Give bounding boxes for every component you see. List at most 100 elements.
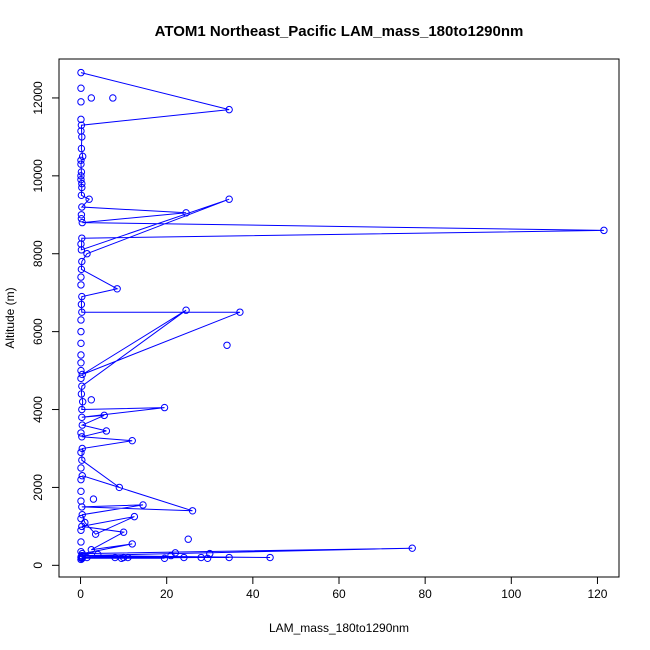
data-point [206, 549, 214, 558]
data-point [77, 464, 85, 472]
data-point [182, 209, 190, 217]
x-tick-label: 40 [246, 587, 260, 601]
data-point [77, 121, 86, 129]
data-point [128, 540, 136, 548]
x-tick-label: 80 [418, 587, 432, 601]
data-point [182, 306, 190, 314]
data-point [236, 308, 244, 316]
data-point [78, 472, 86, 480]
data-point [77, 300, 86, 309]
marker-layer [77, 68, 608, 564]
data-point [117, 554, 126, 563]
y-axis-label: Altitude (m) [3, 287, 17, 348]
data-point [77, 487, 85, 496]
data-point [77, 374, 85, 383]
data-point [188, 507, 197, 515]
data-point [77, 211, 86, 219]
data-point [77, 514, 85, 523]
data-point [78, 308, 86, 316]
y-axis: 0 2000 4000 6000 8000 10000 12000 [31, 81, 60, 569]
data-point [77, 553, 85, 561]
data-point [130, 512, 139, 521]
data-point [78, 433, 86, 441]
data-point [77, 156, 85, 164]
data-point [78, 370, 86, 379]
data-point [83, 250, 91, 258]
data-point [78, 257, 86, 266]
data-point [139, 501, 147, 509]
x-axis-label: LAM_mass_180to1290nm [269, 621, 409, 635]
x-tick-label: 60 [332, 587, 346, 601]
data-point [77, 98, 85, 106]
data-point [77, 327, 85, 336]
x-tick-label: 20 [160, 587, 174, 601]
data-point [77, 176, 85, 184]
data-point [78, 444, 86, 453]
y-tick-label: 8000 [31, 240, 45, 267]
data-point [77, 84, 85, 92]
data-point [167, 551, 175, 560]
data-point [77, 281, 85, 289]
plot-frame [58, 58, 620, 578]
data-point [77, 246, 86, 254]
data-point [77, 265, 86, 274]
series-line [80, 72, 604, 559]
y-tick-label: 2000 [31, 474, 45, 501]
y-tick-label: 6000 [31, 318, 45, 345]
y-tick-label: 0 [31, 562, 45, 569]
data-point [77, 448, 85, 457]
data-point [77, 115, 85, 124]
data-point [77, 127, 85, 135]
data-point [77, 214, 86, 223]
data-point [77, 339, 85, 348]
data-point [78, 183, 86, 192]
data-point [78, 218, 86, 227]
data-point [78, 510, 86, 519]
data-point [78, 398, 87, 406]
data-point [77, 68, 85, 77]
data-point [78, 405, 86, 414]
data-point [128, 436, 136, 445]
data-point [115, 483, 124, 492]
data-point [77, 497, 85, 505]
series-layer [80, 72, 604, 559]
data-point [225, 553, 233, 562]
data-point [77, 359, 85, 367]
data-point [91, 530, 100, 538]
data-point [100, 411, 108, 420]
data-point [184, 535, 192, 543]
data-point [78, 421, 86, 429]
data-point [113, 285, 121, 293]
data-point [77, 547, 85, 556]
data-point [77, 273, 85, 281]
x-tick-label: 0 [77, 587, 84, 601]
data-point [87, 396, 96, 404]
data-point [77, 390, 86, 398]
data-point [77, 429, 85, 437]
data-point [78, 522, 86, 531]
data-point [160, 554, 169, 563]
data-point [78, 203, 86, 211]
data-point [77, 316, 85, 324]
x-tick-label: 120 [587, 587, 607, 601]
x-tick-label: 100 [501, 587, 521, 601]
data-point [223, 341, 231, 349]
data-point [600, 226, 608, 235]
data-point [109, 94, 117, 102]
y-tick-label: 12000 [31, 81, 45, 115]
data-point [77, 526, 85, 534]
data-point [225, 105, 233, 114]
data-point [85, 195, 93, 203]
data-point [77, 160, 85, 168]
x-axis: 0 20 40 60 80 100 120 [77, 576, 608, 601]
data-point [408, 544, 416, 552]
data-point [77, 144, 86, 153]
data-point [266, 553, 274, 562]
data-point [102, 427, 111, 435]
data-point [78, 382, 86, 390]
data-point [225, 195, 233, 203]
y-tick-label: 4000 [31, 396, 45, 423]
data-point [160, 403, 169, 412]
data-point [94, 550, 102, 559]
